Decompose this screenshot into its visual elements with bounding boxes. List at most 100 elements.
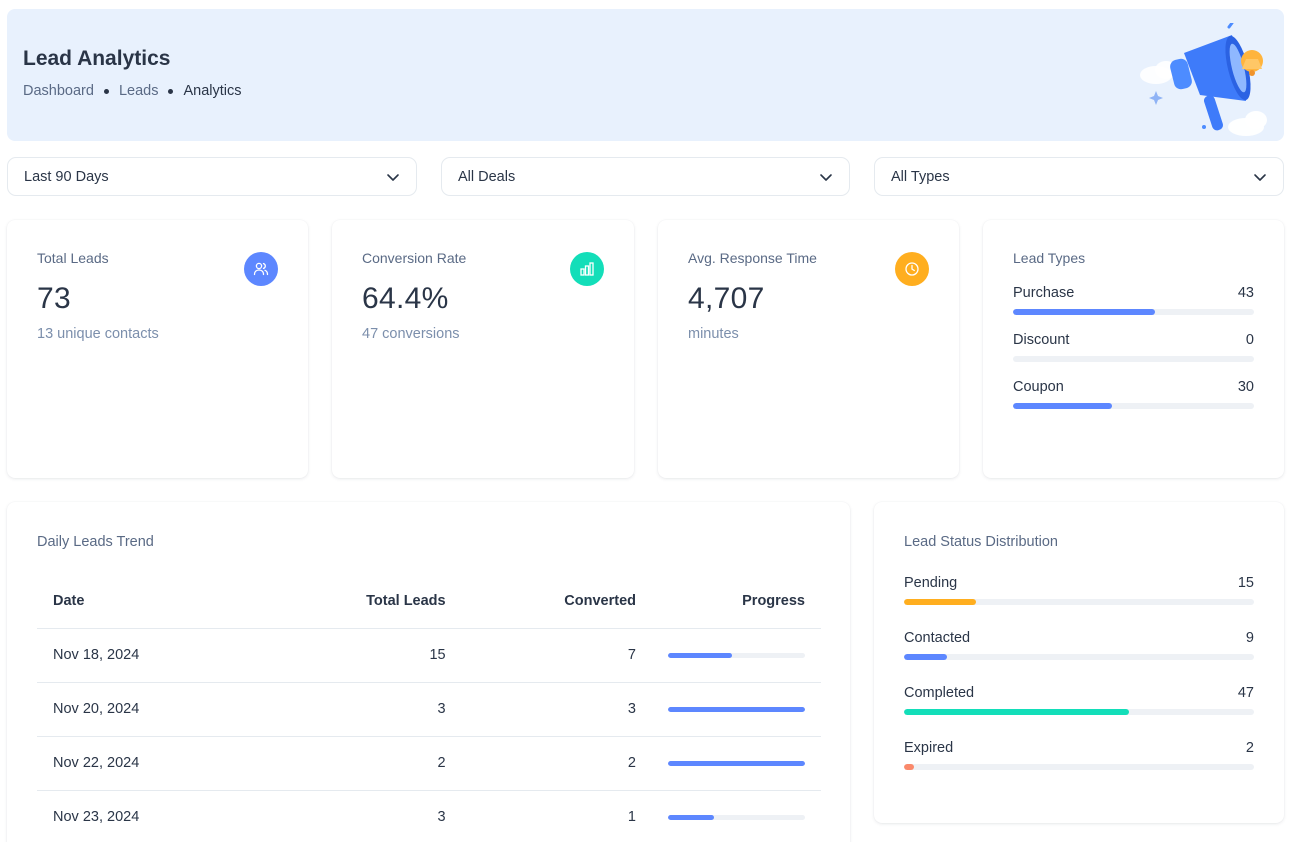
table-header-row: Date Total Leads Converted Progress xyxy=(37,574,821,629)
breadcrumb-dashboard[interactable]: Dashboard xyxy=(23,83,94,99)
lead-types-card: Lead Types Purchase 43 Discount 0 Coupon 30 xyxy=(983,220,1284,478)
cell-progress xyxy=(652,790,821,842)
lead-type-label: Purchase xyxy=(1013,285,1075,301)
status-count: 47 xyxy=(1237,685,1254,701)
chevron-down-icon xyxy=(820,173,832,181)
status-progress-track xyxy=(904,599,1254,605)
date-range-select[interactable]: Last 90 Days xyxy=(7,157,417,196)
cell-date: Nov 23, 2024 xyxy=(37,790,264,842)
table-row: Nov 18, 2024 15 7 xyxy=(37,628,821,683)
status-count: 9 xyxy=(1245,630,1254,646)
stat-label: Avg. Response Time xyxy=(688,250,817,266)
conversion-rate-card: Conversion Rate 64.4% 47 conversions xyxy=(332,220,634,478)
progress-track xyxy=(668,652,805,658)
card-title: Daily Leads Trend xyxy=(37,534,154,550)
card-title: Lead Types xyxy=(1013,250,1086,266)
breadcrumb-leads[interactable]: Leads xyxy=(118,83,159,99)
stat-value: 4,707 xyxy=(688,282,765,315)
lead-type-row: Purchase 43 xyxy=(1013,285,1254,315)
breadcrumb: Dashboard Leads Analytics xyxy=(23,83,241,99)
lead-type-progress-fill xyxy=(1013,403,1113,409)
cell-converted: 7 xyxy=(461,628,652,683)
lead-type-progress-fill xyxy=(1013,309,1155,315)
progress-track xyxy=(668,814,805,820)
cell-total-leads: 3 xyxy=(263,790,462,842)
stat-value: 73 xyxy=(37,282,71,315)
deals-value: All Deals xyxy=(458,168,516,185)
status-label: Completed xyxy=(904,685,975,701)
status-count: 2 xyxy=(1245,740,1254,756)
breadcrumb-separator xyxy=(168,88,174,94)
table-row: Nov 20, 2024 3 3 xyxy=(37,682,821,737)
status-row: Expired 2 xyxy=(904,740,1254,770)
cell-converted: 1 xyxy=(461,790,652,842)
status-row: Pending 15 xyxy=(904,575,1254,605)
stat-label: Conversion Rate xyxy=(362,250,467,266)
daily-leads-trend-card: Daily Leads Trend Date Total Leads Conve… xyxy=(7,502,850,842)
status-header: Expired 2 xyxy=(904,740,1254,758)
progress-track xyxy=(668,706,805,712)
card-title: Lead Status Distribution xyxy=(904,534,1058,550)
status-progress-fill xyxy=(904,599,976,605)
stat-subtext: minutes xyxy=(688,326,739,342)
cell-date: Nov 20, 2024 xyxy=(37,682,264,737)
megaphone-illustration xyxy=(1140,23,1267,136)
lead-type-label: Discount xyxy=(1013,332,1070,348)
progress-fill xyxy=(668,760,805,766)
bar-chart-icon xyxy=(570,252,604,286)
progress-fill xyxy=(668,706,805,712)
table-row: Nov 23, 2024 3 1 xyxy=(37,790,821,842)
cell-progress xyxy=(652,628,821,683)
lead-type-header: Purchase 43 xyxy=(1013,285,1254,303)
status-progress-track xyxy=(904,764,1254,770)
clock-icon xyxy=(895,252,929,286)
column-converted: Converted xyxy=(461,574,652,629)
lead-type-progress-track xyxy=(1013,309,1254,315)
cell-total-leads: 15 xyxy=(263,628,462,683)
status-progress-track xyxy=(904,654,1254,660)
cell-converted: 3 xyxy=(461,682,652,737)
deals-select[interactable]: All Deals xyxy=(441,157,850,196)
status-count: 15 xyxy=(1237,575,1254,591)
column-date: Date xyxy=(37,574,264,629)
lead-type-count: 30 xyxy=(1237,379,1254,395)
cell-progress xyxy=(652,736,821,791)
breadcrumb-separator xyxy=(103,88,109,94)
progress-fill xyxy=(668,814,714,820)
status-label: Pending xyxy=(904,575,958,591)
column-total-leads: Total Leads xyxy=(263,574,462,629)
types-value: All Types xyxy=(891,168,950,185)
status-row: Completed 47 xyxy=(904,685,1254,715)
status-header: Completed 47 xyxy=(904,685,1254,703)
status-progress-fill xyxy=(904,709,1130,715)
status-label: Contacted xyxy=(904,630,971,646)
page-header: Lead Analytics Dashboard Leads Analytics xyxy=(7,9,1284,141)
lead-type-label: Coupon xyxy=(1013,379,1064,395)
status-progress-fill xyxy=(904,654,948,660)
status-progress-fill xyxy=(904,764,914,770)
stat-subtext: 13 unique contacts xyxy=(37,326,159,342)
response-time-card: Avg. Response Time 4,707 minutes xyxy=(658,220,959,478)
cell-date: Nov 18, 2024 xyxy=(37,628,264,683)
status-label: Expired xyxy=(904,740,954,756)
progress-fill xyxy=(668,652,732,658)
lead-type-header: Coupon 30 xyxy=(1013,379,1254,397)
types-select[interactable]: All Types xyxy=(874,157,1284,196)
page-title: Lead Analytics xyxy=(23,47,171,70)
lead-type-progress-track xyxy=(1013,403,1254,409)
lead-status-card: Lead Status Distribution Pending 15 Contac… xyxy=(874,502,1284,823)
stat-subtext: 47 conversions xyxy=(362,326,460,342)
table-row: Nov 22, 2024 2 2 xyxy=(37,736,821,791)
cell-total-leads: 2 xyxy=(263,736,462,791)
status-progress-track xyxy=(904,709,1254,715)
lead-type-count: 0 xyxy=(1245,332,1254,348)
lead-type-progress-track xyxy=(1013,356,1254,362)
status-header: Pending 15 xyxy=(904,575,1254,593)
stat-value: 64.4% xyxy=(362,282,449,315)
users-icon xyxy=(244,252,278,286)
daily-leads-table: Date Total Leads Converted Progress Nov … xyxy=(37,574,821,842)
column-progress: Progress xyxy=(652,574,821,629)
date-range-value: Last 90 Days xyxy=(24,168,109,185)
progress-track xyxy=(668,760,805,766)
total-leads-card: Total Leads 73 13 unique contacts xyxy=(7,220,308,478)
